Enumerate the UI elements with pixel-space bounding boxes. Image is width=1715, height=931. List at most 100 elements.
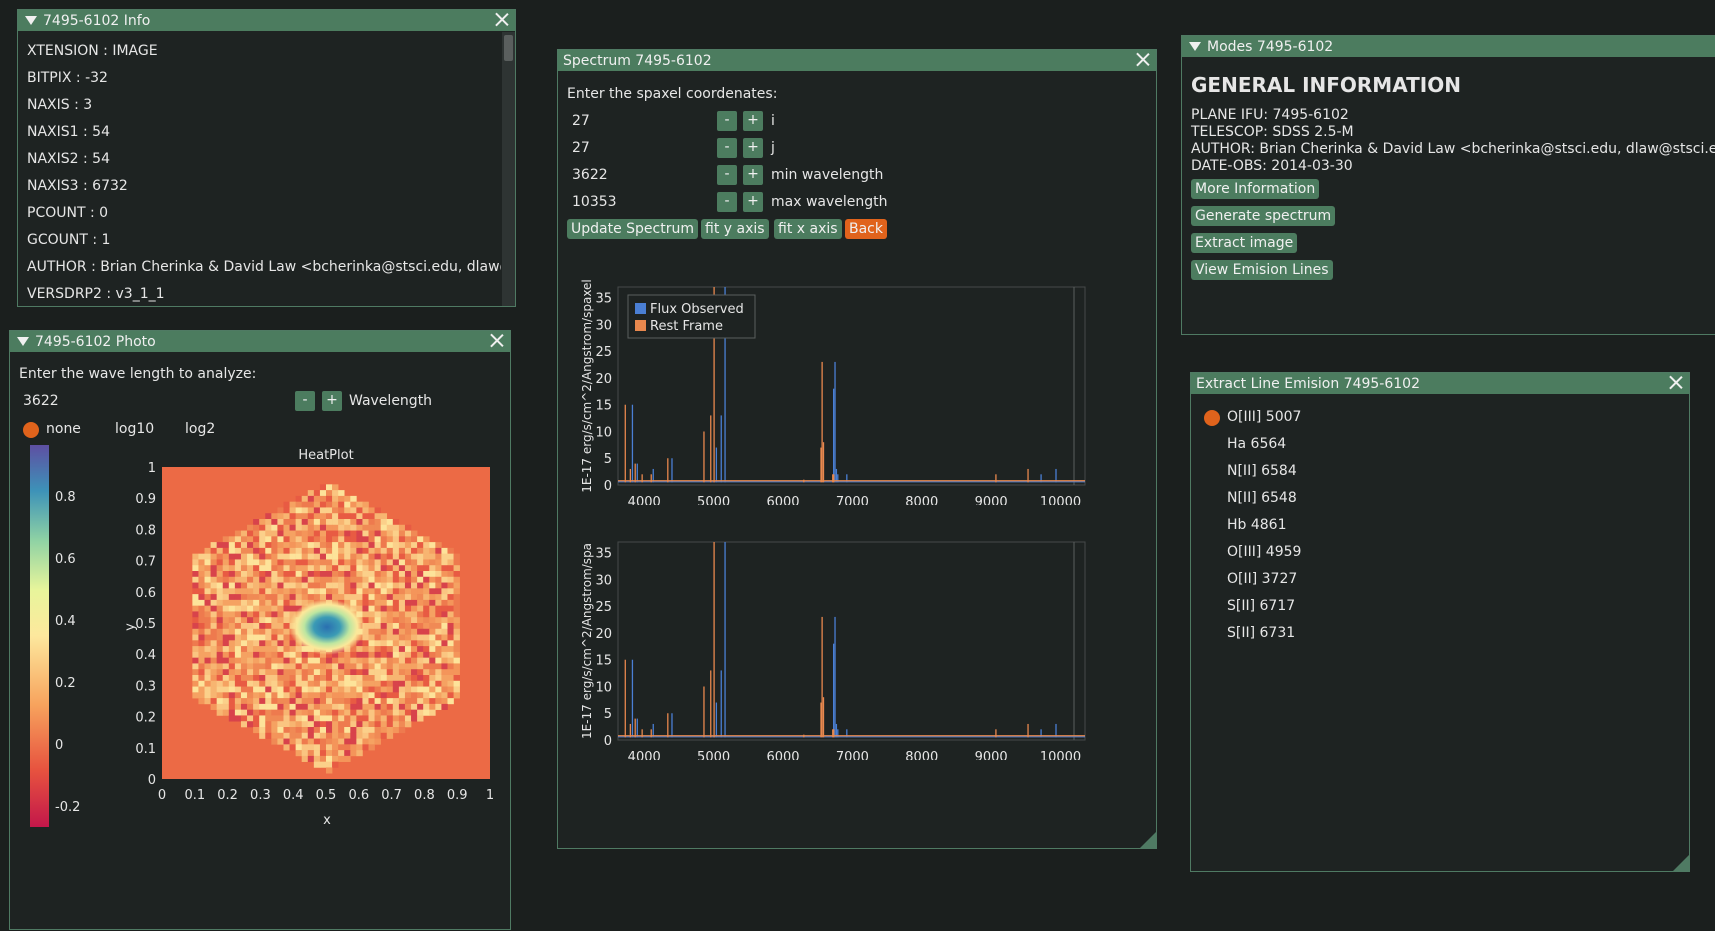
- close-icon[interactable]: [1135, 52, 1150, 67]
- heatplot-cell: [271, 703, 278, 710]
- heatplot-cell: [447, 571, 454, 578]
- heatplot-cell: [240, 599, 248, 606]
- min-wavelength-input[interactable]: 3622: [572, 167, 608, 183]
- y-axis-label: 1E-17 erg/s/cm^2/Angstrom/spaxel: [580, 279, 594, 493]
- resize-grip[interactable]: [1140, 832, 1156, 848]
- emission-line-option[interactable]: N[II] 6548: [1227, 490, 1297, 506]
- spaxel-j-input[interactable]: 27: [572, 140, 590, 156]
- heatplot-cell: [247, 651, 254, 658]
- heatplot-cell: [453, 588, 460, 595]
- heatplot-cell: [222, 547, 230, 554]
- heatplot-cell: [240, 651, 248, 658]
- heatplot-cell: [253, 651, 260, 658]
- emission-line-option[interactable]: S[II] 6731: [1227, 625, 1296, 641]
- heatplot-cell: [429, 680, 436, 687]
- heatplot-cell: [192, 588, 199, 595]
- heatplot-cell: [362, 576, 369, 583]
- fit-y-axis-button[interactable]: fit y axis: [701, 219, 769, 239]
- heatplot-cell: [392, 675, 400, 682]
- more-information-button[interactable]: More Information: [1191, 179, 1320, 199]
- spaxel-i-input[interactable]: 27: [572, 113, 590, 129]
- emission-radio-selected[interactable]: [1204, 410, 1220, 426]
- collapse-triangle-icon[interactable]: [25, 16, 37, 25]
- y-axis-label: 1E-17 erg/s/cm^2/Angstrom/spa: [580, 543, 594, 739]
- generate-spectrum-button[interactable]: Generate spectrum: [1191, 206, 1336, 226]
- heatplot-cell: [398, 611, 406, 618]
- heatplot-cell: [295, 588, 302, 595]
- heatplot-cell: [453, 686, 460, 693]
- heatplot-cell: [374, 605, 381, 612]
- spectrum-window-titlebar[interactable]: Spectrum 7495-6102: [558, 50, 1156, 71]
- heatplot-cell: [332, 703, 339, 710]
- emission-line-option[interactable]: N[II] 6584: [1227, 463, 1297, 479]
- y-tick-label: 35: [595, 547, 612, 562]
- max-wavelength-minus-button[interactable]: -: [717, 192, 737, 212]
- max-wavelength-plus-button[interactable]: +: [743, 192, 763, 212]
- scale-label-log2[interactable]: log2: [185, 421, 216, 437]
- j-plus-button[interactable]: +: [743, 138, 763, 158]
- heatplot-cell: [283, 703, 290, 710]
- info-scrollbar-thumb[interactable]: [504, 35, 513, 61]
- wavelength-plus-button[interactable]: +: [322, 391, 342, 411]
- heatplot-cell: [380, 651, 388, 658]
- info-line: XTENSION : IMAGE: [27, 43, 158, 59]
- emission-line-option[interactable]: Hb 4861: [1227, 517, 1287, 533]
- close-icon[interactable]: [489, 333, 504, 348]
- min-wavelength-minus-button[interactable]: -: [717, 165, 737, 185]
- heatplot-cell: [222, 628, 230, 635]
- scale-label-log10[interactable]: log10: [115, 421, 155, 437]
- resize-grip[interactable]: [1673, 855, 1689, 871]
- wavelength-input[interactable]: 3622: [23, 393, 59, 409]
- heatplot-cell: [210, 634, 217, 641]
- emission-line-option[interactable]: S[II] 6717: [1227, 598, 1296, 614]
- heatplot-cell: [198, 628, 205, 635]
- heatplot-cell: [404, 594, 412, 601]
- heatplot-cell: [332, 663, 339, 670]
- heatplot-cell: [295, 542, 302, 549]
- extract-image-button[interactable]: Extract image: [1191, 233, 1298, 253]
- heatplot-cell: [234, 571, 242, 578]
- heatplot-cell: [301, 721, 309, 728]
- heatplot-cell: [192, 680, 199, 687]
- emission-line-option[interactable]: Ha 6564: [1227, 436, 1287, 452]
- emission-line-option[interactable]: O[III] 4959: [1227, 544, 1302, 560]
- photo-window-titlebar[interactable]: 7495-6102 Photo: [10, 331, 510, 352]
- update-spectrum-button[interactable]: Update Spectrum: [567, 219, 698, 239]
- wavelength-minus-button[interactable]: -: [295, 391, 315, 411]
- scale-label-none[interactable]: none: [46, 421, 81, 437]
- view-emision-lines-button[interactable]: View Emision Lines: [1191, 260, 1333, 280]
- modes-window-titlebar[interactable]: Modes 7495-6102: [1182, 36, 1715, 57]
- heatplot-cell: [313, 727, 321, 734]
- heatplot-cell: [368, 651, 375, 658]
- collapse-triangle-icon[interactable]: [1189, 42, 1201, 51]
- min-wavelength-plus-button[interactable]: +: [743, 165, 763, 185]
- max-wavelength-input[interactable]: 10353: [572, 194, 617, 210]
- heatplot-cell: [386, 657, 394, 664]
- heatplot-cell: [338, 524, 345, 531]
- close-icon[interactable]: [494, 12, 509, 27]
- info-scrollbar[interactable]: [502, 32, 515, 306]
- heatplot-cell: [265, 582, 272, 589]
- heatplot-cell: [283, 646, 290, 653]
- scale-radio-none[interactable]: [23, 422, 39, 438]
- heatplot-cell: [441, 634, 448, 641]
- close-icon[interactable]: [1668, 375, 1683, 390]
- heatplot-cell: [374, 651, 381, 658]
- fit-x-axis-button[interactable]: fit x axis: [774, 219, 842, 239]
- heatplot-cell: [332, 755, 339, 762]
- heatplot-cell: [453, 640, 460, 647]
- j-minus-button[interactable]: -: [717, 138, 737, 158]
- heatplot-cell: [441, 703, 448, 710]
- back-button[interactable]: Back: [845, 219, 887, 239]
- collapse-triangle-icon[interactable]: [17, 337, 29, 346]
- emission-line-option[interactable]: O[III] 5007: [1227, 409, 1302, 425]
- info-window-titlebar[interactable]: 7495-6102 Info: [18, 10, 515, 31]
- emission-window-titlebar[interactable]: Extract Line Emision 7495-6102: [1191, 373, 1689, 394]
- heatplot-cell: [289, 663, 296, 670]
- heatplot-cell: [368, 559, 375, 566]
- i-minus-button[interactable]: -: [717, 111, 737, 131]
- emission-line-option[interactable]: O[II] 3727: [1227, 571, 1298, 587]
- i-plus-button[interactable]: +: [743, 111, 763, 131]
- heatplot-cell: [295, 547, 302, 554]
- heatplot-cell: [289, 565, 296, 572]
